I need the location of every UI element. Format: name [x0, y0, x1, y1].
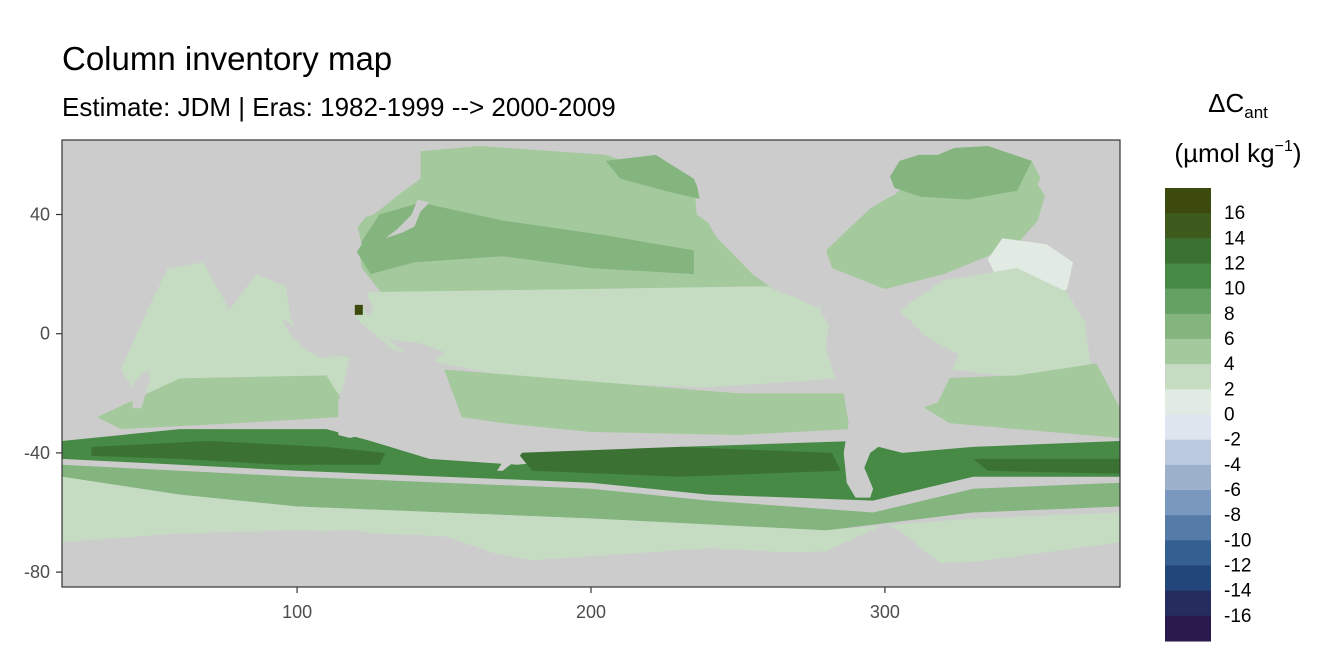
zone-indian-ocean-north	[120, 262, 350, 394]
land-europe-arabia	[1037, 140, 1120, 227]
philippine-sea-hotspot	[354, 304, 363, 315]
zone-subantarctic-zone	[62, 464, 1120, 531]
land-new-guinea	[388, 339, 445, 361]
legend-swatch	[1165, 615, 1211, 642]
land-antarctica	[62, 524, 1120, 587]
y-tick-label: -40	[24, 443, 50, 463]
zone-tropical-pacific	[355, 286, 841, 388]
legend-label: -4	[1224, 455, 1241, 476]
legend-swatch	[1165, 464, 1211, 491]
legend-label: 0	[1224, 405, 1235, 426]
legend-label: 4	[1224, 354, 1235, 375]
zone-south-atlantic-core	[973, 458, 1120, 474]
legend-label: -8	[1224, 505, 1241, 526]
x-tick-label: 100	[282, 602, 312, 622]
land-japan	[385, 199, 430, 239]
legend-swatch	[1165, 313, 1211, 340]
legend-swatch	[1165, 490, 1211, 516]
map-panel	[62, 140, 1120, 587]
legend-title: ΔCant	[1208, 88, 1268, 122]
legend-label: 10	[1224, 279, 1245, 300]
legend-label: 2	[1224, 379, 1235, 400]
legend-swatch	[1165, 263, 1211, 290]
land-philippines	[355, 280, 374, 316]
legend-swatch	[1165, 590, 1211, 617]
legend-label: 12	[1224, 254, 1245, 275]
land-madagascar	[132, 369, 151, 409]
legend-swatch	[1165, 414, 1211, 441]
zone-south-atlantic	[920, 363, 1120, 438]
legend-label: -16	[1224, 606, 1251, 627]
legend-label: 14	[1224, 228, 1246, 249]
zone-labrador-sea	[884, 146, 1032, 200]
land-sumatra-java	[282, 318, 339, 358]
legend-swatch	[1165, 288, 1211, 315]
legend-swatch	[1165, 238, 1211, 264]
legend-label: -12	[1224, 556, 1251, 577]
legend-swatch	[1165, 565, 1211, 592]
legend-unit-close: )	[1293, 138, 1302, 168]
zone-eastern-north-pacific	[605, 154, 703, 200]
zone-southern-ocean-core	[91, 441, 386, 465]
zone-south-pacific	[444, 369, 850, 435]
legend-title-main: ΔC	[1208, 88, 1244, 118]
zone-kuroshio-band	[355, 202, 694, 275]
legend-label: 6	[1224, 329, 1235, 350]
chart-title: Column inventory map	[62, 40, 393, 77]
legend-unit: (µmol kg−1)	[1174, 138, 1301, 168]
land-africa-east	[62, 140, 421, 438]
chart-subtitle: Estimate: JDM | Eras: 1982-1999 --> 2000…	[62, 92, 616, 122]
legend-label: -14	[1224, 581, 1252, 602]
legend-unit-main: (µmol kg	[1174, 138, 1274, 168]
land-borneo	[323, 315, 353, 346]
legend-title-sub: ant	[1244, 103, 1268, 122]
x-tick-label: 300	[870, 602, 900, 622]
legend: ΔCant (µmol kg−1) 16 14 12 10 8 6 4 2 0 -2 -4 -6 -8 -…	[1165, 88, 1302, 642]
legend-swatch	[1165, 540, 1211, 566]
land-americas	[696, 140, 959, 498]
legend-label: 16	[1224, 203, 1245, 224]
legend-swatch	[1165, 515, 1211, 541]
zone-south-pacific-core	[517, 446, 841, 477]
land-new-zealand	[497, 441, 527, 471]
y-tick-label: 0	[40, 324, 50, 344]
legend-label: 8	[1224, 304, 1235, 325]
x-tick-label: 200	[576, 602, 606, 622]
legend-swatch	[1165, 213, 1211, 239]
y-tick-label: -80	[24, 562, 50, 582]
legend-unit-exp: −1	[1275, 138, 1293, 155]
y-tick-label: 40	[30, 205, 50, 225]
legend-swatch	[1165, 188, 1211, 214]
legend-swatch	[1165, 339, 1211, 365]
zone-indian-ocean-mid	[97, 375, 342, 430]
land-greenland	[884, 140, 974, 155]
legend-label: -10	[1224, 530, 1251, 551]
land-australia	[338, 366, 453, 450]
legend-colorbar: 16 14 12 10 8 6 4 2 0 -2 -4 -6 -8 -10 -12 -14 -16	[1165, 188, 1252, 642]
legend-swatch	[1165, 389, 1211, 415]
legend-swatch	[1165, 439, 1211, 466]
legend-swatch	[1165, 364, 1211, 390]
legend-label: -6	[1224, 480, 1241, 501]
legend-label: -2	[1224, 430, 1241, 451]
